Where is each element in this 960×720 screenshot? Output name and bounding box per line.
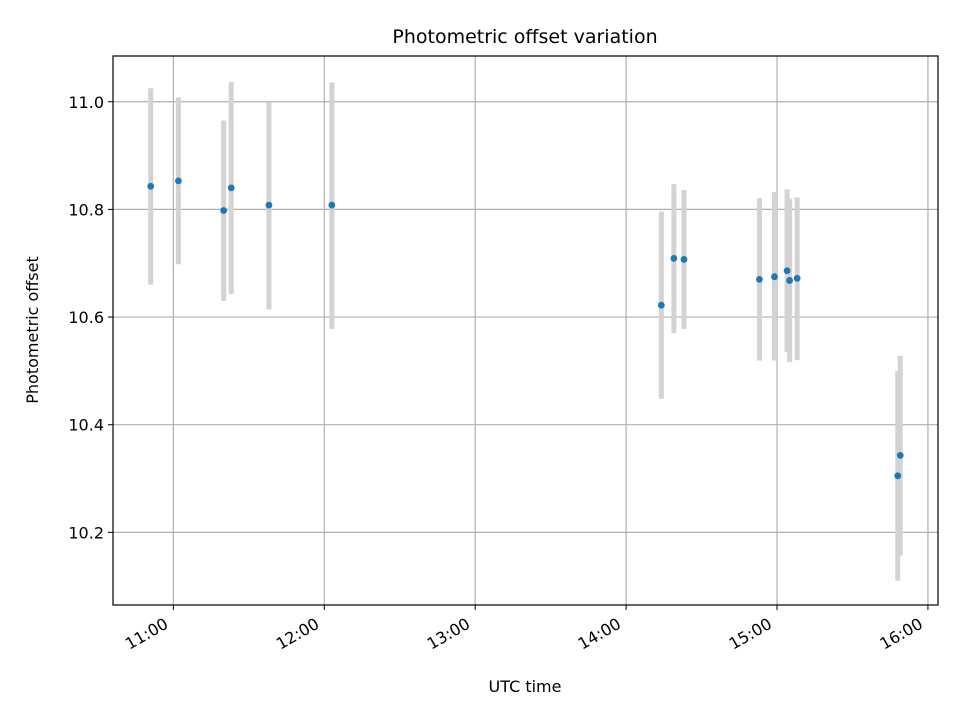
y-axis-label: Photometric offset xyxy=(23,256,42,404)
data-point xyxy=(783,267,791,275)
y-axis-ticks: 10.2 10.4 10.6 10.8 11.0 xyxy=(68,93,113,542)
data-point xyxy=(756,275,763,283)
grid-lines xyxy=(113,56,938,605)
y-tick-label: 10.2 xyxy=(68,523,104,542)
data-point xyxy=(680,256,688,263)
data-point xyxy=(771,273,778,281)
y-tick-label: 10.4 xyxy=(68,416,104,435)
data-point xyxy=(328,201,336,209)
data-point xyxy=(220,207,228,214)
y-tick-label: 11.0 xyxy=(68,93,104,112)
data-point xyxy=(896,451,904,459)
chart-title: Photometric offset variation xyxy=(392,26,657,48)
axes-frame xyxy=(112,55,939,606)
y-tick-label: 10.6 xyxy=(68,308,104,327)
data-point xyxy=(657,301,665,309)
data-point xyxy=(227,184,235,192)
data-point xyxy=(670,254,678,262)
data-point xyxy=(174,177,182,185)
data-point xyxy=(793,274,801,282)
data-points xyxy=(147,177,904,480)
y-tick-label: 10.8 xyxy=(68,200,104,219)
data-point xyxy=(265,201,273,209)
data-point xyxy=(147,182,155,190)
data-point xyxy=(894,472,902,480)
x-axis-label: UTC time xyxy=(489,677,562,696)
data-point xyxy=(786,277,794,284)
